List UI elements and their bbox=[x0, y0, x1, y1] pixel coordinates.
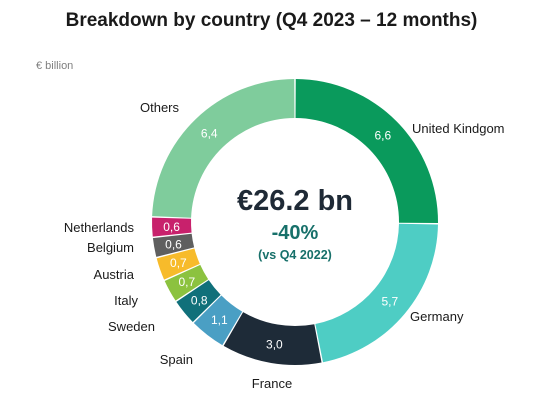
slice-value-united-kindgom: 6,6 bbox=[375, 129, 392, 143]
slice-italy bbox=[164, 264, 209, 301]
slice-value-france: 3,0 bbox=[266, 337, 283, 351]
slice-value-germany: 5,7 bbox=[381, 295, 398, 309]
slice-label-sweden: Sweden bbox=[108, 319, 155, 334]
slice-germany bbox=[315, 223, 438, 363]
unit-label: € billion bbox=[36, 60, 74, 72]
slice-label-united-kindgom: United Kindgom bbox=[412, 121, 505, 136]
slice-united-kindgom bbox=[295, 79, 438, 223]
slice-label-spain: Spain bbox=[160, 352, 193, 367]
slice-netherlands bbox=[152, 217, 192, 237]
donut-slices bbox=[152, 79, 438, 365]
chart-title: Breakdown by country (Q4 2023 – 12 month… bbox=[65, 10, 478, 31]
slice-label-france: France bbox=[252, 376, 292, 391]
slice-france bbox=[223, 312, 322, 365]
center-change: -40% bbox=[272, 222, 319, 244]
slice-sweden bbox=[176, 280, 221, 322]
center-reference: (vs Q4 2022) bbox=[258, 248, 332, 262]
slice-label-germany: Germany bbox=[410, 309, 464, 324]
slice-austria bbox=[156, 248, 200, 280]
slice-value-austria: 0,7 bbox=[170, 256, 187, 270]
slice-value-netherlands: 0,6 bbox=[163, 220, 180, 234]
slice-value-belgium: 0,6 bbox=[165, 238, 182, 252]
slice-category-labels: United Kindgom Germany France Spain Sweden It… bbox=[64, 100, 505, 391]
slice-value-sweden: 0,8 bbox=[191, 293, 208, 307]
slice-label-italy: Italy bbox=[114, 293, 138, 308]
slice-value-spain: 1,1 bbox=[211, 313, 228, 327]
slice-value-others: 6,4 bbox=[201, 127, 218, 141]
slice-spain bbox=[193, 295, 243, 346]
slice-label-netherlands: Netherlands bbox=[64, 220, 135, 235]
center-total: €26.2 bn bbox=[237, 185, 353, 217]
slice-belgium bbox=[152, 233, 195, 257]
slice-value-labels: 6,6 5,7 3,0 1,10,8 0,7 0,7 0,6 0,6 6,4 bbox=[163, 127, 398, 352]
slice-label-austria: Austria bbox=[94, 267, 135, 282]
slice-value-italy: 0,7 bbox=[178, 275, 195, 289]
slice-label-others: Others bbox=[140, 100, 180, 115]
slice-others bbox=[152, 79, 295, 218]
slice-label-belgium: Belgium bbox=[87, 240, 134, 255]
